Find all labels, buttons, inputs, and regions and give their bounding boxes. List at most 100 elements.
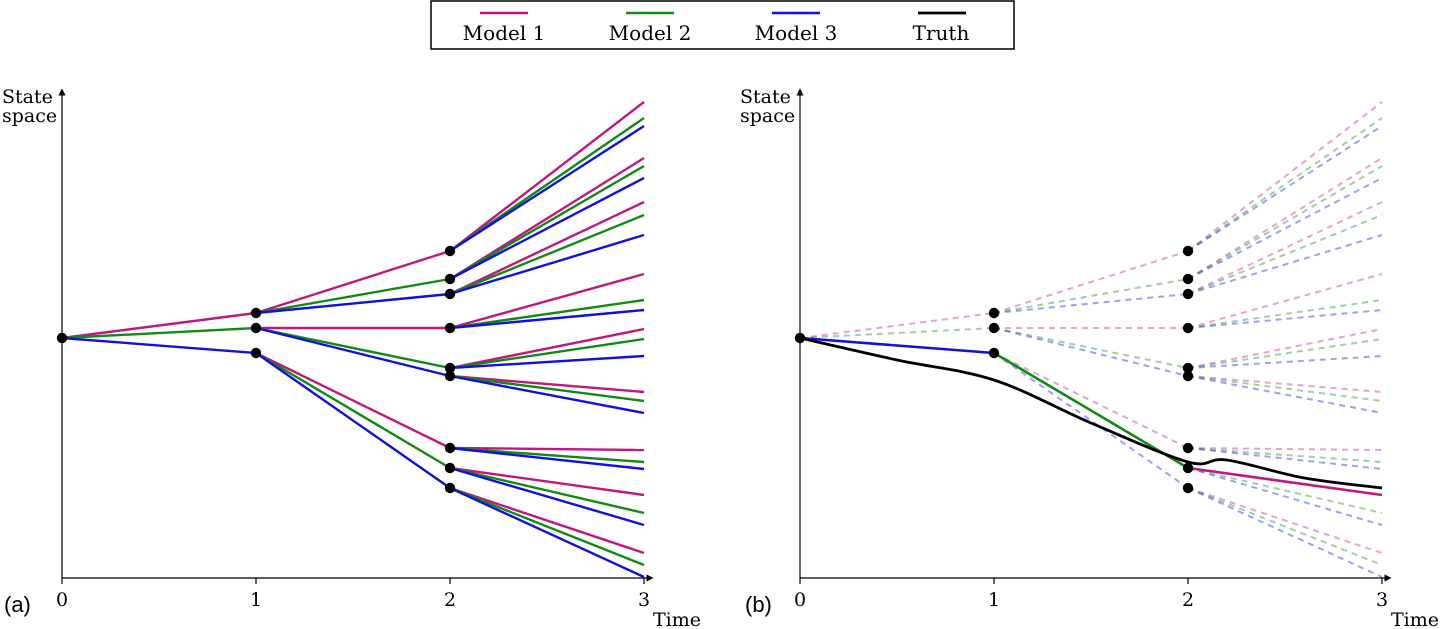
panel-b-edge-t2-8-model1 [1187, 487, 1383, 554]
panel-b-edge-t1-8-model3 [993, 352, 1189, 489]
panel-b-edge-t2-8-model3 [1187, 487, 1383, 578]
panel-b-edge-t1-0-model1 [993, 250, 1189, 314]
panel-b-node-t2-2 [1182, 288, 1194, 300]
panel-b-edge-t2-3-model2 [1187, 299, 1383, 329]
panel-a-node-t1-1 [250, 322, 262, 334]
panel-a-edge-t1-1-model2 [255, 277, 451, 315]
panel-a-edge-t2-7-model2 [449, 466, 645, 515]
panel-b-edge-t1-4-model2 [993, 327, 1189, 369]
panel-b-y-label-line1: State [740, 86, 791, 108]
panel-a-edge-t2-4-model2 [449, 337, 645, 370]
panel-a-node-t2-5 [444, 370, 456, 382]
panel-a-node-t2-6 [444, 442, 456, 454]
panel-b-selected-segment-0 [799, 336, 995, 355]
panel-b-edge-t0-model2 [799, 327, 995, 339]
panel-a-edge-t2-2-model1 [449, 200, 645, 296]
panel-b-edge-t2-4-model3 [1187, 355, 1383, 369]
panel-a-edge-t2-7-model3 [449, 466, 645, 527]
panel-b-x-label: Time [1391, 609, 1439, 629]
panel-b-edge-t2-1-model1 [1187, 157, 1383, 280]
panel-a-node-t2-7 [444, 462, 456, 474]
panel-b-node-t2-5 [1182, 370, 1194, 382]
panel-a-edge-t1-2-model3 [255, 292, 451, 315]
panel-b-edge-t2-5-model1 [1187, 375, 1383, 393]
panel-b-edge-t2-5-model3 [1187, 375, 1383, 414]
panel-a-edge-t2-0-model1 [449, 101, 645, 252]
panel-a-node-root [56, 332, 68, 344]
panel-b-edges [799, 101, 1383, 578]
panel-b-node-t2-7 [1182, 462, 1194, 474]
panel-a-edge-t2-3-model1 [449, 272, 645, 330]
panel-a-edge-t0-model3 [61, 336, 257, 355]
panel-b-x-ticks: 0 1 2 3 [794, 578, 1388, 611]
legend-box [430, 0, 1015, 50]
panel-a-edge-t0-model1 [61, 311, 257, 340]
panel-b-node-root [794, 332, 806, 344]
panel-b-edge-t2-4-model1 [1187, 328, 1383, 369]
panel-b-edge-t2-1-model3 [1187, 177, 1383, 280]
panel-a-edge-t2-5-model1 [449, 374, 645, 394]
panel-a-edge-t2-8-model3 [449, 486, 645, 579]
panel-a-edge-t2-2-model3 [449, 233, 645, 296]
panel-b-edge-t2-4-model2 [1187, 338, 1383, 369]
panel-a-node-t2-8 [444, 482, 456, 494]
legend-label-model1: Model 1 [463, 21, 546, 45]
panel-b-node-t1-0 [988, 307, 1000, 319]
panel-a-edge-t2-1-model3 [449, 176, 645, 281]
panel-a-edge-t2-7-model1 [449, 466, 645, 497]
panel-a-tick-label-1: 1 [250, 589, 262, 611]
panel-a-edge-t0-model2 [61, 326, 257, 340]
panel-b-edge-t2-2-model3 [1187, 234, 1383, 295]
panel-a-nodes [56, 245, 456, 494]
panel-b-node-t2-1 [1182, 273, 1194, 285]
panel-b-tick-label-2: 2 [1182, 589, 1194, 611]
panel-b-edge-t2-6-model1 [1187, 447, 1383, 451]
panel-b-edge-t2-0-model3 [1187, 125, 1383, 252]
panel-a-edge-t1-5-model3 [255, 326, 451, 378]
panel-a-edge-t2-1-model2 [449, 164, 645, 281]
panel-a-edges [61, 101, 645, 579]
panel-a-node-t1-2 [250, 347, 262, 359]
panel-a-node-t2-2 [444, 288, 456, 300]
panel-a-node-t2-1 [444, 273, 456, 285]
panel-b-node-t2-8 [1182, 482, 1194, 494]
panel-a: State space Time (a) 0 1 2 3 [2, 86, 701, 629]
panel-b-edge-t2-5-model2 [1187, 375, 1383, 402]
panel-a-tag: (a) [4, 592, 31, 617]
panel-a-edge-t2-6-model1 [449, 446, 645, 452]
panel-b-tick-label-3: 3 [1376, 589, 1388, 611]
panel-b-edge-t2-7-model3 [1187, 467, 1383, 526]
panel-b-tag: (b) [745, 592, 772, 617]
panel-b-selected-segment-2 [1187, 466, 1383, 497]
panel-a-tick-label-2: 2 [444, 589, 456, 611]
panel-a-y-label-line2: space [2, 105, 57, 127]
panel-b-edge-t2-2-model1 [1187, 201, 1383, 295]
panel-a-tick-label-3: 3 [638, 589, 650, 611]
panel-b-selected-path [799, 336, 1383, 497]
panel-b-edge-t2-3-model3 [1187, 309, 1383, 329]
panel-a-edge-t1-8-model3 [255, 352, 451, 489]
legend-label-model3: Model 3 [755, 21, 838, 45]
panel-b-edge-t2-6-model3 [1187, 447, 1383, 470]
panel-a-node-t1-0 [250, 307, 262, 319]
panel-b-edge-t1-2-model3 [993, 293, 1189, 314]
panel-b-edge-t2-1-model2 [1187, 165, 1383, 280]
panel-a-edge-t2-5-model2 [449, 374, 645, 403]
panel-a-edge-t2-8-model1 [449, 486, 645, 555]
panel-b-edge-t2-0-model2 [1187, 117, 1383, 252]
panel-b-y-label-line2: space [740, 105, 795, 127]
panel-a-edge-t2-0-model3 [449, 124, 645, 253]
panel-b-tick-label-1: 1 [988, 589, 1000, 611]
panel-b-node-t2-6 [1182, 442, 1194, 454]
legend-label-model2: Model 2 [609, 21, 692, 45]
panel-b-node-t2-0 [1182, 245, 1194, 257]
panel-a-edge-t2-3-model3 [449, 308, 645, 330]
panel-b-node-t1-2 [988, 347, 1000, 359]
panel-b-edge-t2-0-model1 [1187, 101, 1383, 252]
panel-a-y-label-line1: State [2, 86, 53, 108]
panel-b-nodes [794, 245, 1194, 494]
panel-b-edge-t2-3-model1 [1187, 273, 1383, 329]
panel-a-node-t2-3 [444, 322, 456, 334]
panel-a-x-label: Time [653, 609, 701, 629]
panel-a-edge-t2-4-model3 [449, 354, 645, 370]
